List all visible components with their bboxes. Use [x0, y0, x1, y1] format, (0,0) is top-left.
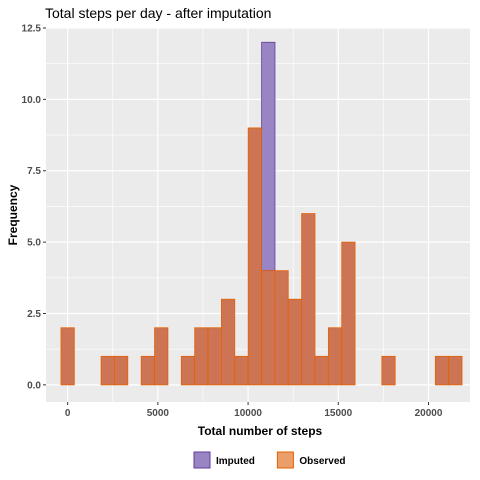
histogram-bar-observed	[154, 327, 169, 386]
x-tick-label: 15000	[324, 408, 352, 419]
histogram-bar-observed	[261, 270, 276, 386]
y-tick-label: 10.0	[22, 95, 42, 106]
histogram-bar-observed	[274, 270, 289, 386]
y-tick-label: 12.5	[22, 24, 42, 35]
histogram-bar-observed	[314, 355, 329, 386]
histogram-bar-observed	[434, 355, 450, 386]
histogram-bar-observed	[60, 327, 75, 386]
plot-panel	[46, 27, 470, 402]
histogram-bar-observed	[301, 213, 316, 386]
histogram-bar-observed	[221, 298, 236, 386]
y-tick-label: 0.0	[27, 380, 41, 391]
histogram-bar-observed	[194, 327, 209, 386]
y-axis-label: Frequency	[6, 184, 20, 245]
legend-key-imputed	[193, 451, 211, 469]
y-tick-label: 7.5	[27, 166, 41, 177]
histogram-bar-observed	[180, 355, 196, 386]
histogram-bar-observed	[287, 298, 303, 386]
histogram-bar-observed	[207, 327, 222, 386]
legend-key-observed	[276, 451, 294, 469]
histogram-bar-observed	[100, 355, 115, 386]
legend: Imputed Observed	[193, 451, 346, 469]
histogram-bar-observed	[327, 327, 343, 386]
y-tick-label: 2.5	[27, 309, 41, 320]
histogram-bar-observed	[381, 355, 396, 386]
chart-title: Total steps per day - after imputation	[45, 5, 271, 21]
histogram-bar-observed	[234, 355, 249, 386]
histogram-bar-observed	[341, 241, 356, 386]
histogram-bar-observed	[114, 355, 129, 386]
x-tick-label: 20000	[415, 408, 443, 419]
x-tick-label: 0	[65, 408, 71, 419]
histogram-bar-observed	[140, 355, 155, 386]
histogram-bar-observed	[247, 127, 262, 386]
histogram-bar-imputed	[261, 41, 276, 272]
legend-label-imputed: Imputed	[216, 456, 255, 467]
legend-label-observed: Observed	[299, 456, 345, 467]
histogram-bar-observed	[448, 355, 463, 386]
x-tick-label: 5000	[147, 408, 170, 419]
y-axis: 0.0 2.5 5.0 7.5 10.0 12.5	[22, 24, 46, 391]
x-axis-label: Total number of steps	[198, 424, 323, 438]
y-tick-label: 5.0	[27, 238, 41, 249]
x-axis: 0 5000 10000 15000 20000	[65, 402, 443, 419]
x-tick-label: 10000	[234, 408, 262, 419]
